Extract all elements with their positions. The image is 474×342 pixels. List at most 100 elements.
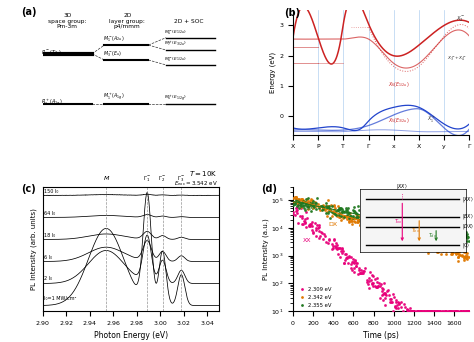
Point	[328, 203, 336, 209]
Point	[451, 231, 458, 236]
Point	[301, 206, 308, 211]
Point	[445, 308, 452, 314]
Point	[341, 214, 348, 220]
Point	[375, 223, 383, 229]
Point	[383, 232, 390, 237]
Point	[310, 206, 317, 211]
Point	[436, 228, 443, 234]
Point	[441, 231, 449, 236]
Point	[413, 226, 420, 232]
Point	[362, 213, 370, 219]
Point	[401, 235, 409, 241]
Point	[408, 308, 415, 314]
Point	[465, 308, 473, 314]
Point	[291, 195, 299, 200]
Point	[461, 308, 468, 314]
Point	[344, 260, 352, 265]
Point	[426, 242, 434, 248]
Point	[297, 200, 305, 206]
Point	[383, 230, 391, 235]
Point	[382, 291, 389, 296]
Text: M: M	[103, 176, 109, 181]
Point	[344, 254, 351, 260]
Point	[334, 245, 342, 251]
Point	[420, 308, 428, 314]
Point	[311, 220, 319, 226]
Point	[305, 203, 313, 209]
Point	[385, 216, 393, 222]
Point	[401, 223, 409, 228]
Point	[309, 198, 316, 203]
Point	[302, 224, 310, 230]
Point	[407, 227, 415, 232]
Point	[305, 223, 313, 228]
Point	[320, 231, 328, 237]
Point	[351, 215, 359, 221]
Point	[349, 214, 356, 219]
Point	[440, 231, 448, 236]
Point	[410, 308, 418, 314]
Point	[365, 225, 373, 231]
Point	[309, 230, 317, 236]
Point	[445, 229, 452, 235]
Text: $M_1^-(A_{2u})$: $M_1^-(A_{2u})$	[102, 35, 124, 44]
Point	[457, 308, 465, 314]
Point	[395, 219, 403, 224]
Point	[425, 308, 432, 314]
Point	[338, 250, 346, 255]
Point	[301, 198, 308, 204]
Point	[427, 227, 434, 232]
Point	[342, 214, 349, 220]
Point	[392, 220, 400, 226]
Point	[427, 240, 434, 246]
Point	[457, 233, 465, 238]
Point	[352, 263, 360, 269]
Point	[396, 231, 403, 236]
Point	[405, 223, 413, 229]
Point	[352, 263, 360, 268]
Point	[392, 298, 400, 303]
Point	[364, 221, 371, 226]
X-axis label: Photon Energy (eV): Photon Energy (eV)	[94, 331, 168, 341]
Point	[369, 280, 377, 286]
Point	[307, 201, 315, 207]
Point	[371, 218, 379, 224]
Point	[428, 241, 435, 247]
Text: DX: DX	[328, 222, 337, 227]
Point	[353, 220, 360, 225]
Point	[441, 248, 448, 253]
Point	[397, 230, 405, 235]
Point	[302, 199, 310, 205]
Point	[337, 254, 344, 260]
Point	[432, 245, 440, 250]
Point	[311, 200, 319, 206]
Point	[332, 244, 340, 250]
Point	[352, 258, 359, 263]
Point	[386, 226, 394, 232]
Point	[435, 246, 443, 251]
Point	[421, 228, 428, 233]
Point	[377, 223, 385, 228]
Point	[405, 222, 413, 228]
Point	[433, 231, 441, 237]
Text: 64 I₀: 64 I₀	[44, 211, 55, 216]
Point	[456, 225, 464, 231]
Point	[427, 241, 434, 247]
Point	[445, 308, 453, 314]
Point	[321, 207, 329, 212]
Point	[350, 208, 357, 213]
Point	[449, 308, 457, 314]
Point	[310, 202, 318, 208]
Point	[456, 252, 463, 258]
Point	[297, 204, 304, 209]
Point	[421, 244, 429, 250]
Point	[290, 199, 298, 204]
Point	[314, 225, 321, 231]
Point	[352, 210, 360, 215]
Point	[337, 213, 345, 218]
Point	[292, 206, 300, 211]
Point	[363, 221, 370, 226]
Point	[448, 308, 456, 314]
Point	[411, 223, 419, 228]
Point	[329, 211, 337, 216]
